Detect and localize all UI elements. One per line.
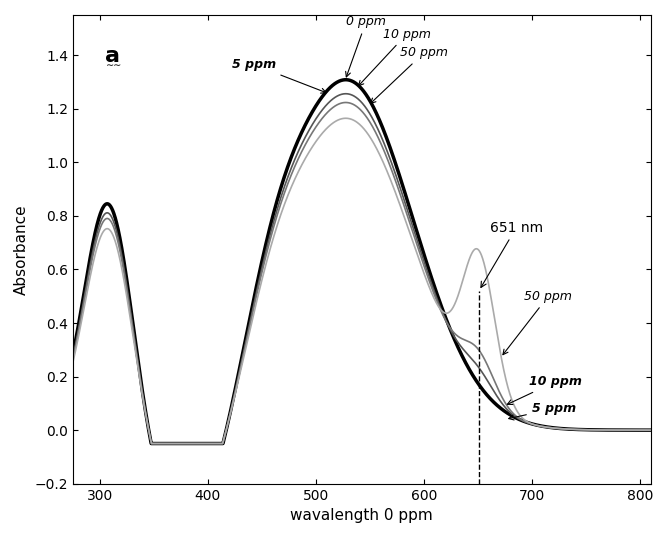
Text: a: a — [105, 46, 120, 66]
X-axis label: wavalength 0 ppm: wavalength 0 ppm — [291, 508, 433, 523]
Text: 10 ppm: 10 ppm — [359, 27, 431, 86]
Text: 50 ppm: 50 ppm — [371, 46, 448, 103]
Text: 10 ppm: 10 ppm — [508, 375, 581, 404]
Text: ∼∼: ∼∼ — [106, 60, 122, 70]
Text: 50 ppm: 50 ppm — [503, 290, 572, 354]
Text: 5 ppm: 5 ppm — [232, 59, 326, 93]
Y-axis label: Absorbance: Absorbance — [14, 204, 29, 295]
Text: 5 ppm: 5 ppm — [509, 402, 576, 420]
Text: 651 nm: 651 nm — [481, 221, 543, 287]
Text: 0 ppm: 0 ppm — [345, 16, 386, 77]
